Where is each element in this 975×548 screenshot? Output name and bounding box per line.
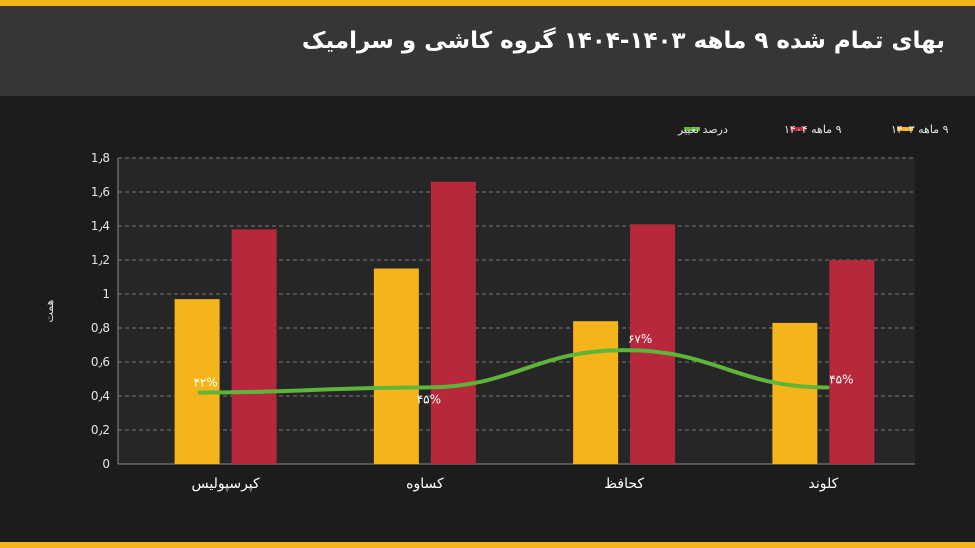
top-accent-bar bbox=[0, 0, 975, 6]
y-tick-label: 0٫6 bbox=[91, 355, 110, 369]
bar-1404 bbox=[231, 229, 277, 464]
legend-swatch bbox=[897, 127, 913, 131]
bar-1404 bbox=[829, 260, 875, 464]
chart: 0 0٫2 0٫4 0٫6 0٫8 1 1٫2 1٫4 1٫6 1٫8 همت کپرسپولیس کس… bbox=[43, 123, 949, 492]
y-axis-label: همت bbox=[43, 299, 56, 322]
legend-label: درصد تغییر bbox=[677, 123, 728, 136]
x-tick-label: کپرسپولیس bbox=[192, 476, 260, 492]
bar-1403 bbox=[772, 322, 818, 464]
x-tick-label: کحافظ bbox=[604, 476, 644, 492]
y-tick-label: 0٫4 bbox=[91, 389, 110, 403]
bar-1403 bbox=[573, 321, 619, 464]
y-tick-label: 0٫2 bbox=[91, 423, 110, 437]
x-tick-label: کلوند bbox=[808, 476, 838, 492]
x-tick-label: کساوه bbox=[406, 476, 444, 492]
y-tick-label: 0٫8 bbox=[91, 321, 110, 335]
header: بهای تمام شده ۹ ماهه ۱۴۰۳-۱۴۰۴ گروه کاشی… bbox=[0, 6, 975, 96]
line-percent-change bbox=[197, 348, 830, 395]
y-tick-label: 1٫2 bbox=[91, 253, 110, 267]
y-tick-label: 1٫6 bbox=[91, 185, 110, 199]
bar-1403 bbox=[373, 268, 419, 464]
y-tick-label: 1٫8 bbox=[91, 151, 110, 165]
y-tick-label: 1٫4 bbox=[91, 219, 110, 233]
line-data-label: ۴۲% bbox=[193, 376, 217, 390]
bar-1403 bbox=[174, 299, 220, 464]
legend-label: ۹ ماهه ۱۴۰۳ bbox=[891, 123, 949, 136]
y-tick-label: 1 bbox=[102, 287, 110, 301]
bar-1404 bbox=[630, 224, 676, 464]
legend-swatch bbox=[684, 127, 700, 131]
legend-label: ۹ ماهه ۱۴۰۴ bbox=[784, 123, 842, 136]
page-title: بهای تمام شده ۹ ماهه ۱۴۰۳-۱۴۰۴ گروه کاشی… bbox=[301, 28, 945, 54]
bar-1404 bbox=[430, 181, 476, 465]
line-data-label: ۶۷% bbox=[628, 332, 652, 346]
line-data-label: ۴۵% bbox=[417, 393, 441, 407]
y-tick-label: 0 bbox=[102, 457, 110, 471]
legend-swatch bbox=[790, 127, 806, 131]
bottom-accent-bar bbox=[0, 542, 975, 548]
line-data-label: ۴۵% bbox=[829, 373, 853, 387]
